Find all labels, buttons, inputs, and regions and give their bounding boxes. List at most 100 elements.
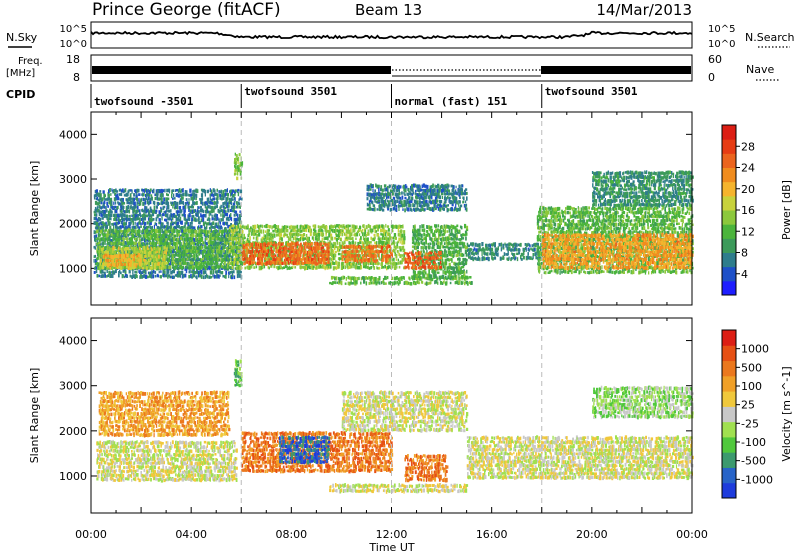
scatter-cell	[99, 193, 102, 198]
scatter-cell	[393, 233, 397, 237]
scatter-cell	[166, 233, 168, 236]
scatter-cell	[193, 201, 196, 206]
scatter-cell	[182, 196, 184, 200]
scatter-cell	[403, 240, 406, 245]
scatter-cell	[121, 235, 124, 238]
scatter-cell	[185, 245, 188, 249]
scatter-cell	[198, 206, 200, 209]
scatter-cell	[308, 225, 311, 229]
scatter-cell	[96, 238, 98, 243]
scatter-cell	[126, 237, 128, 242]
scatter-cell	[228, 265, 230, 268]
scatter-cell	[334, 253, 337, 258]
scatter-cell	[160, 224, 162, 229]
scatter-cell	[135, 232, 138, 236]
scatter-cell	[186, 246, 189, 250]
scatter-cell	[151, 196, 153, 201]
scatter-cell	[175, 189, 178, 192]
scatter-cell	[157, 258, 159, 263]
scatter-cell	[131, 189, 133, 194]
scatter-cell	[183, 213, 186, 218]
scatter-cell	[204, 226, 207, 230]
scatter-cell	[264, 234, 267, 238]
scatter-cell	[230, 233, 232, 237]
scatter-cell	[236, 218, 239, 222]
scatter-cell	[152, 274, 155, 279]
scatter-cell	[297, 233, 300, 236]
scatter-cell	[131, 228, 134, 233]
scatter-cell	[233, 260, 236, 265]
scatter-cell	[121, 263, 124, 267]
scatter-cell	[173, 246, 175, 249]
scatter-cell	[145, 229, 148, 234]
scatter-cell	[158, 247, 161, 251]
scatter-cell	[175, 214, 178, 218]
beam-label: Beam 13	[355, 1, 422, 19]
scatter-cell	[149, 193, 151, 197]
scatter-cell	[193, 196, 196, 200]
scatter-cell	[108, 194, 110, 198]
scatter-cell	[170, 201, 173, 206]
noise-right-tick-top: 10^5	[708, 24, 735, 35]
scatter-cell	[179, 198, 182, 202]
n-sky-label: N.Sky	[6, 31, 38, 44]
scatter-cell	[279, 233, 282, 237]
scatter-cell	[152, 218, 155, 221]
scatter-cell	[223, 242, 225, 246]
scatter-cell	[229, 209, 232, 212]
scatter-cell	[125, 221, 127, 225]
scatter-cell	[165, 261, 168, 265]
cpid-label: CPID	[6, 88, 35, 101]
scatter-cell	[401, 233, 404, 238]
scatter-cell	[166, 213, 169, 218]
scatter-cell	[116, 213, 119, 218]
scatter-cell	[196, 189, 199, 193]
scatter-cell	[211, 217, 214, 221]
scatter-cell	[178, 193, 181, 198]
scatter-cell	[109, 217, 111, 220]
scatter-cell	[230, 223, 232, 226]
scatter-cell	[144, 210, 147, 214]
scatter-cell	[176, 245, 179, 250]
scatter-cell	[161, 193, 164, 198]
scatter-cell	[117, 254, 120, 259]
scatter-cell	[175, 217, 178, 221]
scatter-cell	[260, 261, 263, 266]
scatter-cell	[155, 265, 158, 269]
scatter-cell	[183, 209, 186, 215]
scatter-cell	[111, 200, 113, 205]
scatter-cell	[175, 210, 178, 214]
scatter-cell	[206, 246, 209, 250]
scatter-cell	[140, 198, 143, 202]
scatter-cell	[189, 258, 191, 262]
scatter-cell	[148, 197, 150, 201]
scatter-cell	[237, 223, 239, 228]
scatter-cell	[285, 246, 288, 250]
scatter-cell	[399, 241, 401, 244]
scatter-cell	[122, 274, 124, 278]
scatter-cell	[185, 202, 187, 206]
scatter-cell	[125, 250, 127, 254]
scatter-cell	[233, 275, 236, 280]
scatter-cell	[359, 241, 362, 245]
scatter-cell	[219, 190, 222, 194]
scatter-cell	[224, 275, 226, 279]
scatter-cell	[117, 220, 120, 225]
scatter-cell	[296, 241, 299, 246]
scatter-cell	[213, 246, 216, 249]
scatter-cell	[174, 226, 178, 230]
scatter-cell	[398, 246, 402, 249]
scatter-cell	[130, 248, 133, 252]
scatter-cell	[104, 246, 107, 250]
scatter-cell	[232, 236, 235, 240]
scatter-cell	[204, 204, 206, 209]
scatter-cell	[366, 237, 369, 242]
scatter-cell	[254, 254, 257, 258]
scatter-cell	[153, 201, 156, 206]
scatter-cell	[225, 205, 228, 209]
scatter-cell	[116, 206, 118, 211]
scatter-cell	[145, 274, 148, 278]
scatter-cell	[164, 265, 167, 270]
scatter-cell	[115, 190, 119, 193]
scatter-cell	[147, 189, 150, 193]
